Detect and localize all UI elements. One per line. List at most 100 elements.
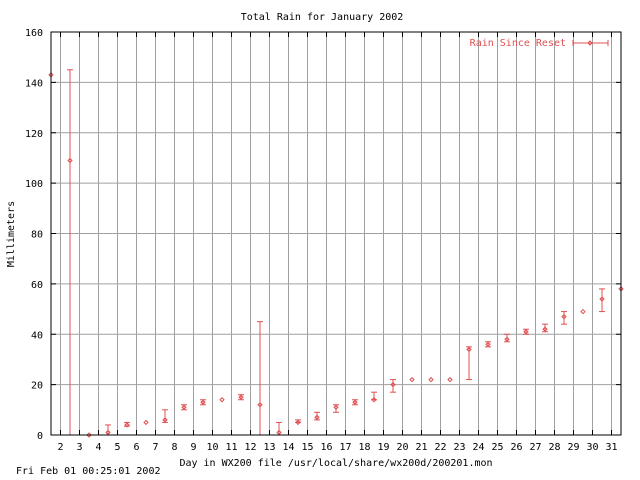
data-point [352, 399, 358, 406]
x-axis-ticks: 2 3 4 5 6 7 8 9 10 11 12 13 14 15 16 17 18 19 20 21 22 23 24 25… [57, 32, 618, 453]
point-marker [504, 336, 510, 342]
y-axis-ticks: 0 20 40 60 80 100 120 140 160 [25, 28, 621, 442]
data-point [219, 397, 225, 403]
x-tick-label: 7 [152, 442, 158, 453]
data-point [390, 379, 396, 393]
y-tick-label: 100 [25, 179, 43, 190]
y-tick-label: 40 [31, 330, 43, 341]
point-marker [447, 376, 453, 383]
data-point [447, 376, 453, 383]
data-point [428, 376, 434, 383]
point-marker [295, 419, 301, 426]
x-tick-label: 15 [301, 442, 313, 453]
data-point [200, 399, 206, 406]
x-tick-label: 13 [263, 442, 275, 453]
x-tick-label: 28 [548, 442, 560, 453]
x-tick-label: 12 [244, 442, 256, 453]
data-point [504, 333, 510, 343]
point-marker [67, 157, 73, 164]
point-marker [143, 419, 149, 426]
point-marker [428, 376, 434, 383]
point-marker [86, 432, 92, 438]
data-point [409, 376, 415, 383]
point-marker [105, 429, 111, 436]
grid-lines [51, 32, 621, 435]
point-marker [238, 394, 244, 400]
point-marker [276, 429, 282, 436]
x-tick-label: 4 [95, 442, 101, 453]
data-point [67, 69, 73, 436]
x-tick-label: 18 [358, 442, 370, 453]
data-point [314, 411, 320, 421]
x-tick-label: 17 [339, 442, 351, 453]
point-marker [599, 296, 605, 302]
data-point [466, 346, 472, 381]
point-marker [200, 399, 206, 405]
x-axis-label: Day in WX200 file /usr/local/share/wx200… [179, 458, 492, 469]
point-marker [333, 404, 339, 411]
data-point [257, 321, 263, 436]
point-marker [352, 399, 358, 405]
y-tick-label: 60 [31, 280, 43, 291]
point-marker [561, 313, 567, 320]
x-tick-label: 30 [586, 442, 598, 453]
x-tick-label: 25 [491, 442, 503, 453]
point-marker [390, 381, 396, 388]
x-tick-label: 3 [76, 442, 82, 453]
legend-label: Rain Since Reset [470, 38, 566, 49]
data-point [485, 341, 491, 348]
x-tick-label: 27 [529, 442, 541, 453]
point-marker [314, 414, 320, 421]
x-tick-label: 31 [605, 442, 617, 453]
x-tick-label: 23 [453, 442, 465, 453]
point-marker [257, 402, 263, 408]
x-tick-label: 16 [320, 442, 332, 453]
point-marker [124, 422, 130, 428]
point-marker [409, 376, 415, 383]
point-marker [542, 326, 548, 332]
x-tick-label: 26 [510, 442, 522, 453]
point-marker [219, 397, 225, 403]
x-tick-label: 10 [206, 442, 218, 453]
point-marker [485, 341, 491, 348]
legend-sample [572, 40, 609, 46]
data-point [276, 421, 282, 436]
timestamp-footer: Fri Feb 01 00:25:01 2002 [16, 466, 161, 477]
data-point [599, 288, 605, 313]
data-point [561, 311, 567, 325]
data-point [580, 308, 586, 315]
x-tick-label: 29 [567, 442, 579, 453]
x-tick-label: 6 [133, 442, 139, 453]
point-marker [181, 404, 187, 411]
point-marker [466, 346, 472, 353]
data-point [333, 404, 339, 413]
data-point [162, 409, 168, 423]
data-point [295, 419, 301, 426]
legend-sample-marker [587, 40, 593, 46]
data-point [181, 404, 187, 411]
data-point [143, 419, 149, 426]
y-tick-label: 0 [37, 431, 43, 442]
x-tick-label: 19 [377, 442, 389, 453]
point-marker [580, 308, 586, 315]
x-tick-label: 9 [190, 442, 196, 453]
data-point [371, 391, 377, 403]
chart-title: Total Rain for January 2002 [241, 12, 404, 23]
y-tick-label: 20 [31, 381, 43, 392]
x-tick-label: 14 [282, 442, 294, 453]
data-point [124, 421, 130, 428]
y-axis-label: Millimeters [6, 201, 17, 267]
legend: Rain Since Reset [470, 38, 609, 49]
x-tick-label: 22 [434, 442, 446, 453]
x-tick-label: 24 [472, 442, 484, 453]
data-point [238, 394, 244, 401]
x-tick-label: 20 [396, 442, 408, 453]
x-tick-label: 2 [57, 442, 63, 453]
point-marker [523, 329, 529, 335]
y-tick-label: 120 [25, 129, 43, 140]
x-tick-label: 21 [415, 442, 427, 453]
x-tick-label: 11 [225, 442, 237, 453]
data-point [105, 424, 111, 436]
point-marker [162, 417, 168, 423]
